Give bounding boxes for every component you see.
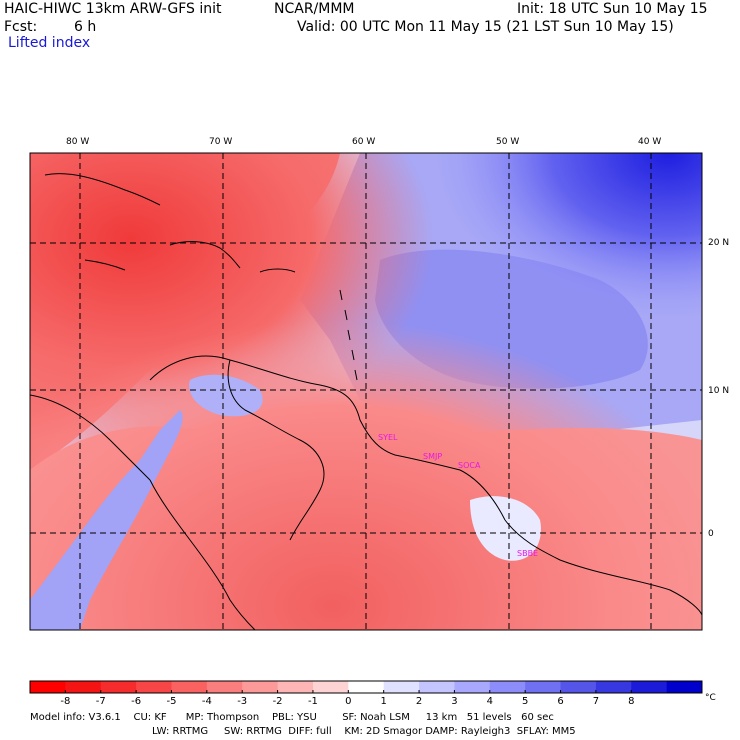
forecast-hour: 6 h <box>74 19 97 35</box>
colorbar-bin <box>560 681 597 693</box>
colorbar-bin <box>419 681 455 693</box>
colorbar-tick-label: 6 <box>557 696 563 707</box>
coast-jamaica <box>84 259 126 271</box>
lat-label-eq: 0 <box>708 529 714 539</box>
colorbar-bin <box>595 681 632 693</box>
model-info-line2: LW: RRTMG SW: RRTMG DIFF: full KM: 2D Sm… <box>152 726 576 737</box>
station-syel: SYEL <box>378 433 398 442</box>
coastlines <box>29 173 703 631</box>
colorbar-tick-label: -2 <box>273 696 283 707</box>
map-panel: SYEL SMJP SOCA SBBE <box>29 152 703 631</box>
colorbar-bin <box>666 681 703 693</box>
station-sbbe: SBBE <box>517 549 538 558</box>
field-name: Lifted index <box>8 35 91 51</box>
colorbar-tick-label: 3 <box>451 696 457 707</box>
coast-central-america <box>29 394 151 481</box>
border-venezuela <box>227 359 325 541</box>
colorbar-bin <box>242 681 279 693</box>
colorbar-tick-label: -4 <box>202 696 212 707</box>
coast-hispaniola <box>169 241 241 269</box>
graticule <box>30 153 702 630</box>
coast-cuba <box>44 173 161 206</box>
colorbar-bin <box>277 681 314 693</box>
model-title: HAIC-HIWC 13km ARW-GFS init <box>4 1 222 17</box>
colorbar-tick-label: -6 <box>131 696 141 707</box>
border-colombia <box>149 479 256 631</box>
colorbar-tick-label: -3 <box>237 696 247 707</box>
colorbar-tick-label: 4 <box>487 696 493 707</box>
lat-label-20n: 20 N <box>708 238 730 248</box>
map-frame <box>29 152 703 631</box>
colorbar-bin <box>383 681 420 693</box>
field-amazon-min <box>30 153 702 630</box>
station-soca: SOCA <box>458 461 481 470</box>
colorbar-bin <box>312 681 349 693</box>
colorbar-bin <box>65 681 102 693</box>
field-amazon-mouth <box>470 496 541 561</box>
colorbar: -8 -7 -6 -5 -4 -3 -2 -1 0 1 2 3 4 5 6 7 8 °C <box>29 680 716 707</box>
colorbar-tick-label: 8 <box>628 696 634 707</box>
colorbar-tick-label: -5 <box>166 696 176 707</box>
colorbar-tick-label: 2 <box>416 696 422 707</box>
lat-label-10n: 10 N <box>708 386 730 396</box>
colorbar-bin <box>100 681 137 693</box>
colorbar-tick-label: 1 <box>380 696 386 707</box>
colorbar-tick-label: 5 <box>522 696 528 707</box>
field-andes-stable <box>30 410 183 630</box>
colorbar-bin <box>489 681 526 693</box>
init-time: Init: 18 UTC Sun 10 May 15 <box>517 1 708 17</box>
colorbar-tick-label: 0 <box>345 696 351 707</box>
colorbar-bin <box>525 681 562 693</box>
colorbar-bin <box>206 681 243 693</box>
colorbar-bin <box>136 681 172 693</box>
colorbar-bin <box>30 681 66 693</box>
station-smjp: SMJP <box>423 452 442 461</box>
colorbar-tick-label: 7 <box>593 696 599 707</box>
colorbar-tick-label: -7 <box>96 696 106 707</box>
lon-label-40w: 40 W <box>638 137 662 147</box>
colorbar-bin <box>171 681 208 693</box>
colorbar-bin <box>348 681 385 693</box>
coast-brazil <box>504 519 703 616</box>
colorbar-tick-label: -1 <box>308 696 318 707</box>
lon-label-80w: 80 W <box>66 137 90 147</box>
lon-label-70w: 70 W <box>209 137 233 147</box>
colorbar-bin <box>631 681 668 693</box>
model-info-line1: Model info: V3.6.1 CU: KF MP: Thompson P… <box>30 712 554 723</box>
coast-puerto-rico <box>259 268 296 273</box>
lon-label-60w: 60 W <box>352 137 376 147</box>
coast-lesser-antilles <box>339 289 358 381</box>
colorbar-tick-label: -8 <box>60 696 70 707</box>
forecast-label: Fcst: <box>4 19 38 35</box>
org-label: NCAR/MMM <box>274 1 355 17</box>
colorbar-unit: °C <box>705 693 716 703</box>
colorbar-bin <box>454 681 491 693</box>
field-venezuela-stable <box>189 374 263 417</box>
colorbar-frame <box>29 680 703 694</box>
station-group: SYEL SMJP SOCA SBBE <box>378 433 538 558</box>
coast-south-america-north <box>149 355 506 521</box>
valid-time: Valid: 00 UTC Mon 11 May 15 (21 LST Sun … <box>297 19 674 35</box>
lon-label-50w: 50 W <box>496 137 520 147</box>
